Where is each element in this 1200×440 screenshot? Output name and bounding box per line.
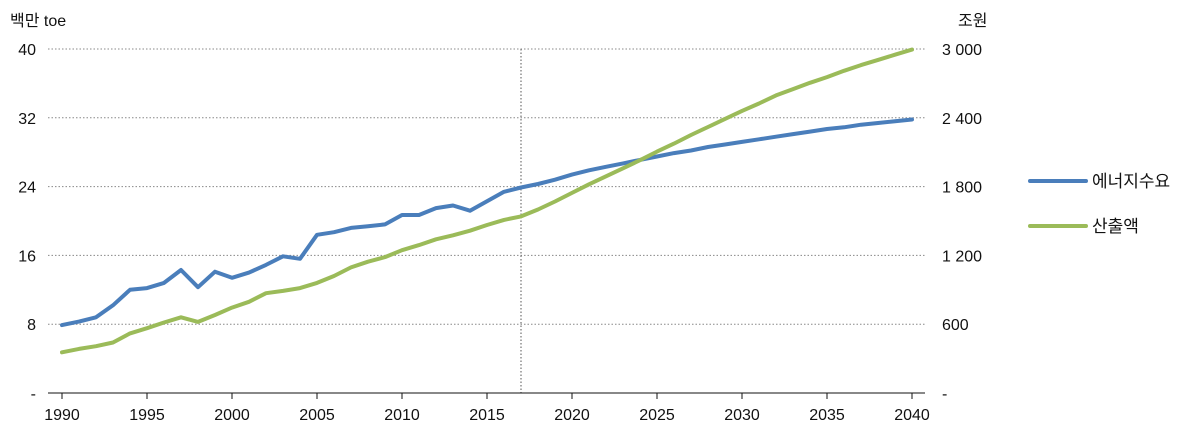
- right-axis-ticks: - 600 1 200 1 800 2 400 3 000: [942, 42, 982, 403]
- left-tick-label: 40: [18, 42, 36, 59]
- x-tick-label: 1990: [44, 407, 80, 424]
- right-tick-label: 1 200: [942, 248, 982, 265]
- x-tick-label: 1995: [129, 407, 165, 424]
- legend-label: 산출액: [1092, 217, 1139, 236]
- left-tick-label: 24: [18, 180, 36, 197]
- gridlines: [48, 48, 925, 325]
- x-tick-label: 2030: [724, 407, 760, 424]
- left-tick-label: 32: [18, 111, 36, 128]
- series-line-output: [60, 47, 914, 355]
- right-axis-title: 조원: [958, 12, 987, 30]
- series-lines: [60, 47, 914, 355]
- right-tick-label: 600: [942, 317, 969, 334]
- x-tick-label: 2020: [554, 407, 590, 424]
- left-tick-label: 8: [27, 317, 36, 334]
- right-tick-label: -: [942, 386, 947, 403]
- x-tick-label: 2040: [894, 407, 930, 424]
- x-tick-label: 2005: [299, 407, 335, 424]
- x-tick-label: 2025: [639, 407, 675, 424]
- right-tick-label: 1 800: [942, 180, 982, 197]
- x-axis-ticks: 1990 1995 2000 2005 2010 2015 2020 2025 2030 2035…: [44, 393, 930, 424]
- right-tick-label: 2 400: [942, 111, 982, 128]
- x-tick-label: 2015: [469, 407, 505, 424]
- left-axis-title: 백만 toe: [10, 12, 66, 30]
- legend-label: 에너지수요: [1092, 172, 1170, 191]
- left-tick-label: 16: [18, 248, 36, 265]
- x-tick-label: 2035: [809, 407, 845, 424]
- x-tick-label: 2010: [384, 407, 420, 424]
- series-line-energy-demand: [60, 117, 914, 328]
- left-axis-ticks: - 8 16 24 32 40: [18, 42, 36, 403]
- x-tick-label: 2000: [214, 407, 250, 424]
- left-tick-label: -: [31, 386, 36, 403]
- right-tick-label: 3 000: [942, 42, 982, 59]
